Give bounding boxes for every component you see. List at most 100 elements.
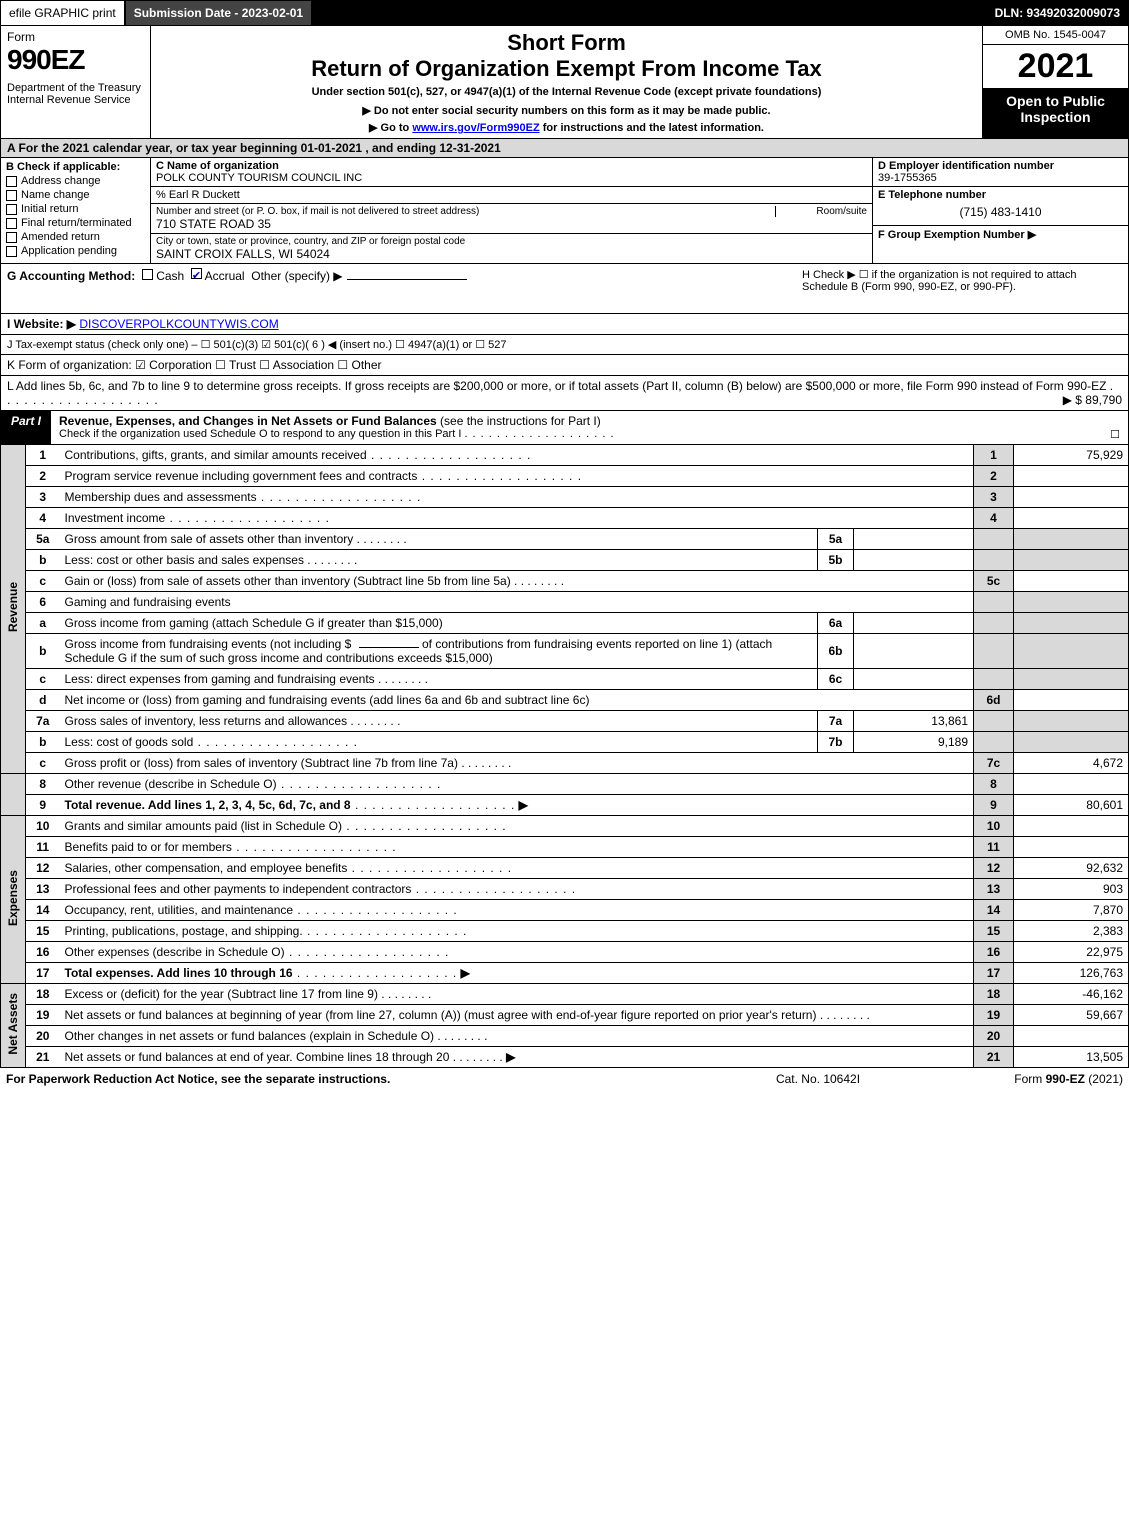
row-j-status: J Tax-exempt status (check only one) – ☐…: [0, 335, 1129, 355]
desc: Gross amount from sale of assets other t…: [60, 529, 818, 550]
goto-post: for instructions and the latest informat…: [540, 122, 764, 134]
line-11: 11 Benefits paid to or for members 11: [1, 837, 1129, 858]
part1-header: Part I Revenue, Expenses, and Changes in…: [0, 411, 1129, 445]
do-not-ssn: ▶ Do not enter social security numbers o…: [157, 104, 976, 117]
underline-field[interactable]: [347, 279, 467, 280]
lnum: 4: [26, 508, 60, 529]
row-k-form-org: K Form of organization: ☑ Corporation ☐ …: [0, 355, 1129, 376]
g-other: Other (specify) ▶: [251, 269, 342, 283]
line-17: 17 Total expenses. Add lines 10 through …: [1, 963, 1129, 984]
boxnum: 18: [974, 984, 1014, 1005]
line-6b: b Gross income from fundraising events (…: [1, 634, 1129, 669]
lnum: c: [26, 669, 60, 690]
lnum: 15: [26, 921, 60, 942]
city-val: SAINT CROIX FALLS, WI 54024: [156, 247, 330, 261]
ck-name-change[interactable]: Name change: [6, 189, 145, 201]
lnum: 14: [26, 900, 60, 921]
form-label: Form: [7, 30, 144, 44]
mini-label: 6c: [818, 669, 854, 690]
header-mid: Short Form Return of Organization Exempt…: [151, 26, 983, 138]
open-inspection: Open to Public Inspection: [983, 89, 1128, 138]
mini-label: 5b: [818, 550, 854, 571]
i-label: I Website: ▶: [7, 317, 76, 331]
l-text: L Add lines 5b, 6c, and 7b to line 9 to …: [7, 379, 1106, 393]
checkbox-icon: [6, 190, 17, 201]
ck-label: Address change: [21, 175, 101, 187]
col-b-head-text: B Check if applicable:: [6, 161, 120, 173]
lnum: 16: [26, 942, 60, 963]
row-a-text: A For the 2021 calendar year, or tax yea…: [7, 141, 501, 155]
mini-value: 9,189: [854, 732, 974, 753]
part1-title-block: Revenue, Expenses, and Changes in Net As…: [51, 411, 1128, 444]
boxnum-shade: [974, 592, 1014, 613]
desc: Excess or (deficit) for the year (Subtra…: [60, 984, 974, 1005]
desc-text: Printing, publications, postage, and shi…: [65, 924, 303, 938]
drow-group: F Group Exemption Number ▶: [873, 226, 1128, 243]
ck-initial-return[interactable]: Initial return: [6, 203, 145, 215]
submission-date: Submission Date - 2023-02-01: [126, 1, 313, 25]
amount: 4,672: [1014, 753, 1129, 774]
dots: [816, 1008, 869, 1022]
lnum: 5a: [26, 529, 60, 550]
desc-text: Total expenses. Add lines 10 through 16: [65, 966, 293, 980]
line-6: 6 Gaming and fundraising events: [1, 592, 1129, 613]
website-link[interactable]: DISCOVERPOLKCOUNTYWIS.COM: [79, 317, 278, 331]
lnum: 18: [26, 984, 60, 1005]
ck-address-change[interactable]: Address change: [6, 175, 145, 187]
line-14: 14 Occupancy, rent, utilities, and maint…: [1, 900, 1129, 921]
efile-print[interactable]: efile GRAPHIC print: [1, 1, 126, 25]
line-8: 8 Other revenue (describe in Schedule O)…: [1, 774, 1129, 795]
dots: [304, 553, 357, 567]
dln: DLN: 93492032009073: [987, 1, 1128, 25]
line-20: 20 Other changes in net assets or fund b…: [1, 1026, 1129, 1047]
amount: 13,505: [1014, 1047, 1129, 1068]
part1-check[interactable]: ☐: [1110, 428, 1120, 441]
boxnum: 7c: [974, 753, 1014, 774]
amount-shade: [1014, 550, 1129, 571]
drow-ein: D Employer identification number 39-1755…: [873, 158, 1128, 187]
desc-text: Professional fees and other payments to …: [65, 882, 412, 896]
ck-final-return[interactable]: Final return/terminated: [6, 217, 145, 229]
dots: [449, 1050, 502, 1064]
boxnum: 12: [974, 858, 1014, 879]
lnum: b: [26, 550, 60, 571]
ck-label: Amended return: [21, 231, 100, 243]
side-spacer: [1, 774, 26, 816]
dln-text: DLN: 93492032009073: [995, 6, 1120, 20]
side-netassets: Net Assets: [1, 984, 26, 1068]
goto-link[interactable]: www.irs.gov/Form990EZ: [412, 122, 539, 134]
checkbox-icon: [6, 204, 17, 215]
desc: Printing, publications, postage, and shi…: [60, 921, 974, 942]
checkbox-icon: [6, 176, 17, 187]
ck-application-pending[interactable]: Application pending: [6, 245, 145, 257]
dots: [511, 574, 564, 588]
underline-field[interactable]: [359, 647, 419, 648]
desc: Benefits paid to or for members: [60, 837, 974, 858]
tel-label: E Telephone number: [878, 189, 986, 201]
desc: Contributions, gifts, grants, and simila…: [60, 445, 974, 466]
row-a-calendar: A For the 2021 calendar year, or tax yea…: [0, 139, 1129, 158]
desc-text: Benefits paid to or for members: [65, 840, 232, 854]
lnum: 21: [26, 1047, 60, 1068]
dots: [257, 490, 422, 504]
crow-street: Number and street (or P. O. box, if mail…: [151, 204, 872, 234]
lnum: 2: [26, 466, 60, 487]
boxnum: 3: [974, 487, 1014, 508]
boxnum: 5c: [974, 571, 1014, 592]
dots: [378, 987, 431, 1001]
desc-text: Gross amount from sale of assets other t…: [65, 532, 354, 546]
line-6a: a Gross income from gaming (attach Sched…: [1, 613, 1129, 634]
amount: [1014, 1026, 1129, 1047]
boxnum-shade: [974, 529, 1014, 550]
lnum: 8: [26, 774, 60, 795]
desc: Gain or (loss) from sale of assets other…: [60, 571, 974, 592]
desc: Net assets or fund balances at end of ye…: [60, 1047, 974, 1068]
ck-amended-return[interactable]: Amended return: [6, 231, 145, 243]
part1-title: Revenue, Expenses, and Changes in Net As…: [59, 414, 437, 428]
amount: -46,162: [1014, 984, 1129, 1005]
expenses-table: Expenses 10 Grants and similar amounts p…: [0, 816, 1129, 984]
l-amount: ▶ $ 89,790: [1063, 393, 1122, 407]
boxnum: 11: [974, 837, 1014, 858]
desc-text: Other expenses (describe in Schedule O): [65, 945, 285, 959]
line-6c: c Less: direct expenses from gaming and …: [1, 669, 1129, 690]
